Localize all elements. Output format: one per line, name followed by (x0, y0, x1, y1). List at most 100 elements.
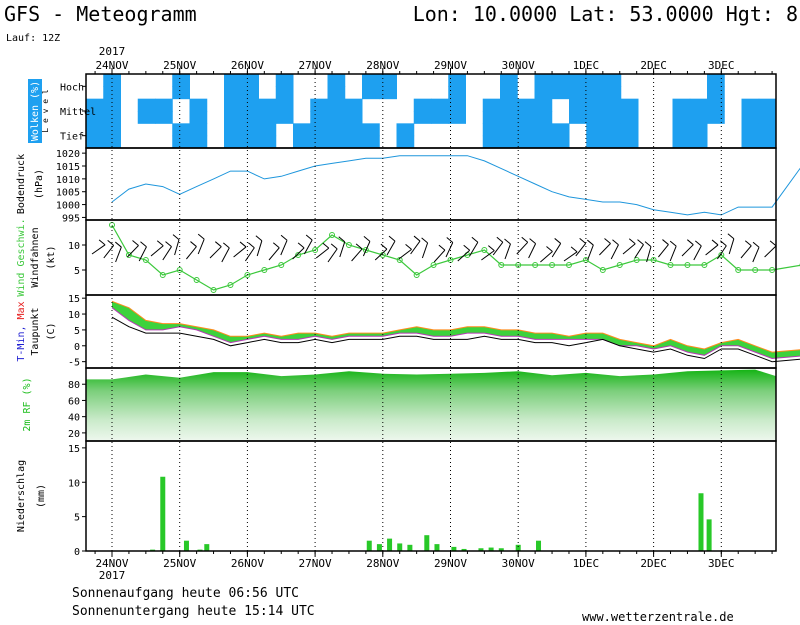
y-tick-label: 0 (74, 342, 80, 353)
cloud-cell (500, 111, 518, 124)
date-label-top: 26NOV (231, 59, 264, 72)
wind-barb-flag (197, 233, 205, 240)
cloud-cell (344, 98, 363, 112)
cloud-cell (362, 86, 380, 100)
panel-frame-pressure (85, 147, 777, 221)
cloud-cell (758, 123, 777, 137)
cloud-cell (103, 123, 121, 137)
cloud-cell (758, 98, 777, 112)
cloud-cell (672, 98, 691, 112)
y-tick-label: 20 (68, 429, 80, 440)
wind-barb (374, 248, 388, 261)
wind-speed-line (111, 224, 800, 291)
cloud-cell (224, 135, 242, 149)
wind-barb (752, 247, 760, 263)
cloud-cell (431, 98, 449, 112)
cloud-cell (534, 86, 553, 100)
wind-barb (599, 243, 611, 256)
cloud-cell (534, 74, 553, 87)
y-tick-label: 1010 (56, 175, 80, 186)
wind-barb (457, 249, 471, 262)
cloud-cell (310, 123, 328, 137)
cloud-cell (620, 123, 639, 137)
cloud-cell (103, 74, 121, 87)
cloud-cell (620, 135, 639, 149)
cloud-cell (534, 135, 553, 149)
cloud-cell (517, 111, 535, 124)
wind-barb (705, 244, 719, 256)
cloud-cell (241, 123, 259, 137)
cloud-cell (517, 98, 535, 112)
cloud-cell (293, 123, 311, 137)
cloud-cell (344, 123, 363, 137)
date-label-bottom: 2DEC (640, 557, 667, 570)
cloud-cell (189, 111, 208, 124)
cloud-cell (689, 111, 708, 124)
cloud-cell (689, 135, 708, 149)
wind-point (142, 257, 149, 263)
wind-point (633, 257, 640, 263)
precip-bar (488, 547, 494, 551)
wind-barb (280, 240, 288, 256)
cloud-cell (241, 135, 259, 149)
wind-point (498, 262, 505, 268)
wind-barb-flag (363, 235, 371, 242)
wind-barb-flag (380, 243, 388, 250)
wind-barb (421, 242, 429, 259)
wind-barb (233, 246, 247, 258)
wind-barb-flag (248, 242, 255, 249)
wind-barb-flag (463, 244, 471, 251)
cloud-cell (586, 98, 604, 112)
wind-barb (504, 243, 511, 260)
cloud-cell (500, 74, 518, 87)
date-label-bottom: 25NOV (163, 557, 196, 570)
cloud-cell (241, 86, 259, 100)
panel-ylabel: Niederschlag (16, 460, 27, 532)
wind-barb (563, 251, 578, 262)
wind-barb (209, 246, 222, 259)
wind-barb-flag (115, 241, 122, 248)
cloud-cell (275, 74, 294, 87)
date-label-bottom: 24NOV (95, 557, 128, 570)
wind-barb-flag (686, 239, 694, 246)
wind-barb (103, 245, 115, 259)
cloud-cell (379, 74, 397, 87)
wind-barb-flag (446, 237, 454, 243)
cloud-cell (569, 74, 587, 87)
wind-barb (492, 241, 504, 256)
wind-barb (244, 247, 255, 262)
cloud-cell (258, 123, 277, 137)
cloud-cell (224, 123, 242, 137)
cloud-cell (620, 98, 639, 112)
panel-ylabel: (C) (46, 322, 57, 340)
y-tick-label: 10 (68, 241, 80, 252)
wind-barb-flag (694, 240, 702, 247)
cloud-cell (413, 111, 432, 124)
cloud-cell (275, 98, 294, 112)
date-label-top: 3DEC (708, 59, 735, 72)
y-tick-label: 60 (68, 396, 80, 407)
cloud-cell (293, 135, 311, 149)
wind-barb-flag (570, 246, 578, 253)
humidity-area (86, 369, 776, 441)
cloud-cell (741, 123, 760, 137)
cloud-cell (137, 98, 156, 112)
cloud-cell (689, 98, 708, 112)
precip-bar (536, 540, 542, 551)
cloud-cell (86, 98, 104, 112)
cloud-cell (137, 111, 156, 124)
wind-barb (268, 247, 280, 261)
wind-point (312, 247, 319, 253)
date-label-bottom: 3DEC (708, 557, 735, 570)
wind-barb-flag (504, 238, 511, 245)
cloud-cell (327, 111, 346, 124)
cloud-cell (258, 135, 277, 149)
y-tick-label: 5 (74, 513, 80, 524)
wind-barb (327, 248, 338, 263)
dewpoint-line (111, 316, 800, 363)
precip-bar (160, 476, 166, 551)
panel-frame-wind (85, 219, 777, 296)
wind-barb (91, 244, 106, 255)
wind-barb-flag (546, 246, 553, 252)
wind-barb (551, 243, 562, 258)
